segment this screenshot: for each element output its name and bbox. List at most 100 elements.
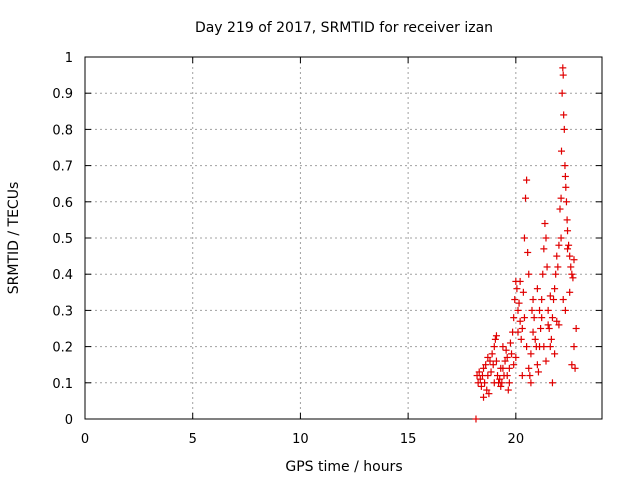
- data-point: [538, 296, 546, 304]
- y-tick-label: 1: [65, 51, 73, 66]
- y-axis-title: SRMTID / TECUs: [6, 182, 22, 295]
- data-point: [544, 306, 552, 314]
- data-point: [490, 343, 498, 351]
- data-point: [554, 263, 562, 271]
- data-point: [568, 270, 576, 278]
- data-point: [486, 357, 494, 365]
- data-point: [487, 368, 495, 376]
- data-point: [526, 372, 534, 380]
- data-point: [472, 415, 480, 423]
- data-point: [566, 288, 574, 296]
- data-point: [546, 343, 554, 351]
- data-point: [502, 346, 510, 354]
- data-point: [514, 328, 522, 336]
- data-point: [497, 382, 505, 390]
- data-point: [512, 353, 520, 361]
- data-point: [538, 314, 546, 322]
- data-point: [553, 252, 561, 260]
- y-tick-label: 0.5: [52, 232, 73, 247]
- chart-title: Day 219 of 2017, SRMTID for receiver iza…: [195, 20, 493, 36]
- data-point: [505, 379, 513, 387]
- y-tick-label: 0.6: [52, 196, 73, 211]
- data-point: [524, 248, 532, 256]
- data-point: [544, 321, 552, 329]
- data-point: [558, 147, 566, 155]
- data-point: [566, 252, 574, 260]
- data-point: [503, 353, 511, 361]
- data-point: [562, 198, 570, 206]
- data-point: [557, 194, 565, 202]
- data-point: [477, 382, 485, 390]
- data-point: [565, 241, 573, 249]
- plot-frame: [84, 56, 603, 420]
- data-point: [533, 361, 541, 369]
- data-point: [561, 172, 569, 180]
- data-point: [563, 216, 571, 224]
- data-point: [492, 332, 500, 340]
- data-point: [567, 263, 575, 271]
- data-point: [511, 296, 519, 304]
- data-point: [514, 306, 522, 314]
- data-point: [481, 379, 489, 387]
- data-points: [472, 64, 580, 423]
- data-point: [561, 162, 569, 170]
- data-point: [520, 234, 528, 242]
- data-point: [506, 339, 514, 347]
- data-point: [513, 285, 521, 293]
- data-point: [525, 364, 533, 372]
- y-tick-label: 0: [65, 413, 73, 428]
- data-point: [489, 361, 497, 369]
- data-point: [564, 227, 572, 235]
- data-point: [501, 357, 509, 365]
- data-point: [558, 89, 566, 97]
- data-point: [505, 364, 513, 372]
- data-point: [550, 296, 558, 304]
- data-point: [570, 343, 578, 351]
- data-point: [547, 335, 555, 343]
- data-point: [516, 317, 524, 325]
- data-point: [510, 314, 518, 322]
- data-point: [528, 306, 536, 314]
- data-point: [497, 364, 505, 372]
- data-point: [536, 306, 544, 314]
- data-point: [518, 372, 526, 380]
- x-tick-label: 0: [81, 432, 89, 447]
- data-point: [530, 314, 538, 322]
- data-point: [560, 111, 568, 119]
- data-point: [485, 390, 493, 398]
- data-point: [518, 325, 526, 332]
- data-point: [480, 364, 488, 372]
- data-point: [539, 270, 547, 278]
- data-point: [552, 270, 560, 278]
- data-point: [492, 357, 500, 365]
- y-axis-ticks: 0 0.1 0.2 0.3 0.4 0.5 0.6 0.7 0.8 0.9 1: [52, 51, 602, 428]
- data-point: [548, 314, 556, 322]
- data-point: [499, 343, 507, 351]
- data-point: [527, 350, 535, 358]
- y-tick-label: 0.1: [52, 377, 73, 392]
- data-point: [551, 285, 559, 293]
- data-point: [562, 183, 570, 191]
- data-point: [483, 386, 491, 394]
- data-point: [540, 343, 548, 351]
- data-point: [555, 321, 563, 329]
- data-point: [515, 299, 523, 307]
- data-point: [484, 353, 492, 361]
- data-point: [523, 176, 531, 184]
- data-point: [498, 379, 506, 387]
- data-point: [504, 386, 512, 394]
- data-point: [568, 361, 576, 369]
- data-point: [488, 350, 496, 358]
- y-tick-label: 0.2: [52, 341, 73, 356]
- data-point: [508, 350, 516, 358]
- data-point: [475, 368, 483, 376]
- data-point: [474, 379, 482, 387]
- data-point: [541, 220, 549, 228]
- data-point: [519, 288, 527, 296]
- data-point: [525, 270, 533, 278]
- y-tick-label: 0.9: [52, 87, 73, 102]
- data-point: [548, 379, 556, 387]
- data-point: [542, 357, 550, 365]
- data-point: [540, 245, 548, 253]
- data-point: [516, 277, 524, 285]
